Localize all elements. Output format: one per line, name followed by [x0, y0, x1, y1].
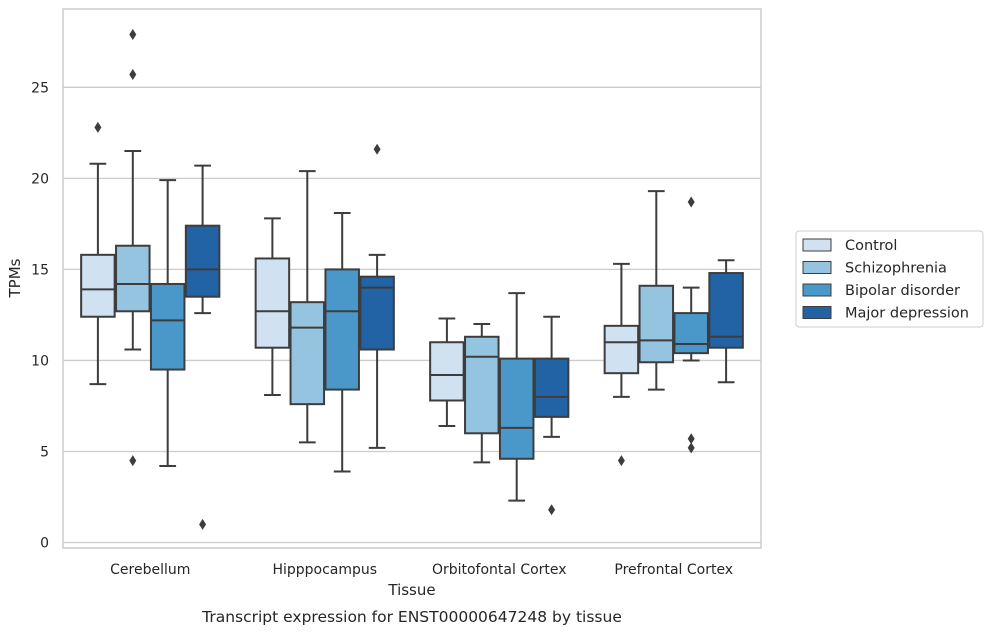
box-1-3 [638, 190, 675, 391]
box [149, 282, 186, 371]
outlier-point [687, 196, 695, 208]
box-1-1 [289, 170, 326, 444]
legend-label: Control [845, 238, 897, 254]
outlier-point [687, 442, 695, 454]
box [80, 253, 116, 318]
box [359, 275, 395, 351]
x-axis: Cerebellum Hipppocampus Orbitofontal Corte… [110, 562, 733, 578]
box [638, 284, 675, 364]
legend-label: Major depression [845, 306, 969, 322]
box-3-3 [708, 259, 744, 384]
outlier-point [94, 121, 102, 133]
box-3-2 [533, 315, 570, 516]
legend-swatch [802, 283, 832, 297]
y-tick-label: 10 [31, 353, 49, 369]
legend-swatch [802, 238, 832, 252]
y-tick-label: 20 [31, 171, 49, 187]
box [603, 324, 640, 375]
legend-swatch [802, 306, 832, 319]
box-1-0 [115, 28, 151, 467]
box-0-3 [603, 262, 640, 467]
outlier-point [199, 518, 207, 530]
x-tick-label: Cerebellum [110, 562, 190, 578]
outlier-point [373, 143, 381, 155]
legend-label: Bipolar disorder [845, 283, 960, 299]
plot-frame [62, 8, 762, 549]
box [289, 301, 326, 406]
outlier-point [548, 504, 556, 516]
box [254, 257, 291, 349]
x-tick-label: Hipppocampus [272, 562, 377, 578]
box-0-1 [254, 217, 291, 397]
legend: Control Schizophrenia Bipolar disorder Majo… [795, 230, 984, 328]
box-2-3 [673, 196, 709, 454]
x-axis-title: Tissue [387, 581, 435, 599]
box-1-2 [464, 323, 500, 464]
box-0-0 [80, 121, 116, 386]
y-axis: 0 5 10 15 20 25 [31, 80, 49, 551]
box [673, 312, 709, 355]
chart-caption: Transcript expression for ENST0000064724… [201, 608, 622, 626]
box-2-1 [324, 211, 360, 473]
box [324, 268, 360, 391]
box [115, 244, 151, 313]
box [533, 357, 570, 418]
outlier-point [129, 455, 137, 467]
y-tick-label: 0 [40, 536, 49, 552]
y-axis-title: TPMs [6, 258, 24, 298]
x-tick-label: Prefrontal Cortex [614, 562, 733, 578]
box [708, 272, 744, 349]
outlier-point [129, 28, 137, 40]
box-3-0 [184, 164, 221, 530]
box-2-2 [498, 292, 535, 502]
outlier-point [687, 433, 695, 445]
box-0-2 [429, 317, 465, 427]
box-2-0 [149, 179, 186, 468]
y-tick-label: 5 [40, 444, 49, 460]
legend-swatch [802, 261, 832, 274]
box [498, 357, 535, 460]
y-tick-label: 25 [31, 80, 49, 96]
boxes [80, 28, 744, 530]
box-3-1 [359, 143, 395, 449]
y-tick-label: 15 [31, 262, 49, 278]
legend-label: Schizophrenia [845, 261, 947, 277]
box [184, 224, 221, 298]
legend-frame [795, 230, 984, 328]
outlier-point [617, 455, 625, 467]
x-tick-label: Orbitofontal Cortex [432, 562, 567, 578]
box [464, 335, 500, 435]
box [429, 341, 465, 402]
outlier-point [129, 69, 137, 81]
